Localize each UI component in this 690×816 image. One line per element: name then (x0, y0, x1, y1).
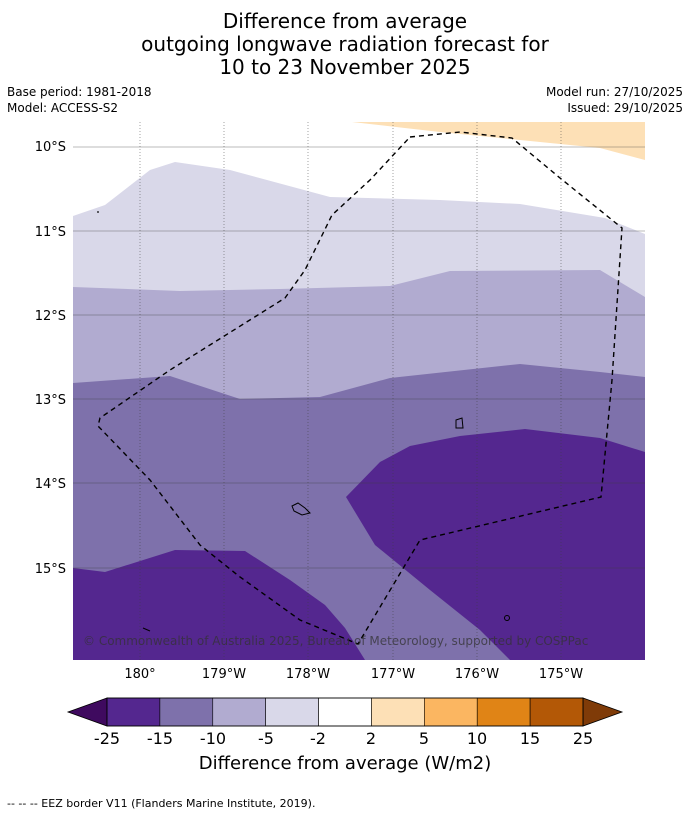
lon-label: 178°W (286, 667, 330, 682)
eez-border (97, 131, 623, 645)
island-outline (504, 615, 510, 621)
lon-label: 175°W (539, 667, 583, 682)
lat-label: 15°S (35, 562, 66, 577)
colorbar-tick-label: -25 (94, 729, 120, 745)
lat-axis: 10°S 11°S 12°S 13°S 14°S 15°S (35, 140, 66, 577)
base-period: Base period: 1981-2018 (7, 85, 152, 99)
colorbar-segment (106, 697, 161, 727)
title-line-3: 10 to 23 November 2025 (219, 55, 471, 79)
colorbar-segment (371, 697, 425, 727)
colorbar-tick-label: 10 (467, 729, 487, 745)
band-neg25-neg15-east (346, 429, 645, 660)
colorbar-segment (424, 697, 478, 727)
island-outline (142, 627, 151, 632)
model-name: Model: ACCESS-S2 (7, 101, 119, 115)
colorbar-extend-low (66, 697, 108, 727)
colorbar-tick-label: 2 (366, 729, 376, 745)
lon-label: 180° (124, 667, 155, 682)
gridlines (73, 122, 645, 660)
colorbar-tick-label: 15 (520, 729, 540, 745)
lat-label: 12°S (35, 309, 66, 324)
map-plot-area: © Commonwealth of Australia 2025, Bureau… (73, 122, 645, 660)
colorbar-tick-label: -15 (147, 729, 173, 745)
lon-axis: 180° 179°W 178°W 177°W 176°W 175°W (124, 667, 583, 682)
title-line-2: outgoing longwave radiation forecast for (141, 32, 549, 56)
lat-label: 11°S (35, 225, 66, 240)
colorbar-segment (159, 697, 214, 727)
lat-label: 14°S (35, 477, 66, 492)
island-dot (97, 211, 99, 213)
model-run: Model run: 27/10/2025 (545, 85, 683, 99)
band-neg25-neg15-southwest (73, 550, 365, 660)
lat-label: 13°S (35, 393, 66, 408)
island-outline (291, 502, 311, 516)
colorbar-tick-label: 25 (573, 729, 593, 745)
lon-label: 179°W (202, 667, 246, 682)
colorbar-segment (265, 697, 319, 727)
band-2-5 (352, 122, 645, 160)
colorbar-tick-label: -10 (200, 729, 226, 745)
colorbar: -25 -15 -10 -5 -2 2 5 10 15 25 (66, 697, 624, 745)
colorbar-segment (212, 697, 266, 727)
title-line-1: Difference from average (222, 9, 468, 33)
colorbar-segment (476, 697, 531, 727)
colorbar-title: Difference from average (W/m2) (198, 753, 492, 774)
issued-date: Issued: 29/10/2025 (567, 101, 683, 115)
lon-label: 176°W (455, 667, 499, 682)
colorbar-segment (318, 697, 372, 727)
colorbar-tick-label: -2 (310, 729, 326, 745)
colorbar-extend-high (582, 697, 624, 727)
island-outline (455, 417, 464, 429)
colorbar-tick-label: -5 (258, 729, 274, 745)
lon-label: 177°W (371, 667, 415, 682)
colorbar-tick-label: 5 (419, 729, 429, 745)
colorbar-segment (529, 697, 584, 727)
band-neutral (73, 122, 645, 234)
footer-note: -- -- -- EEZ border V11 (Flanders Marine… (7, 797, 316, 810)
copyright-text: © Commonwealth of Australia 2025, Bureau… (83, 634, 588, 648)
forecast-map: © Commonwealth of Australia 2025, Bureau… (35, 122, 645, 745)
lat-label: 10°S (35, 140, 66, 155)
